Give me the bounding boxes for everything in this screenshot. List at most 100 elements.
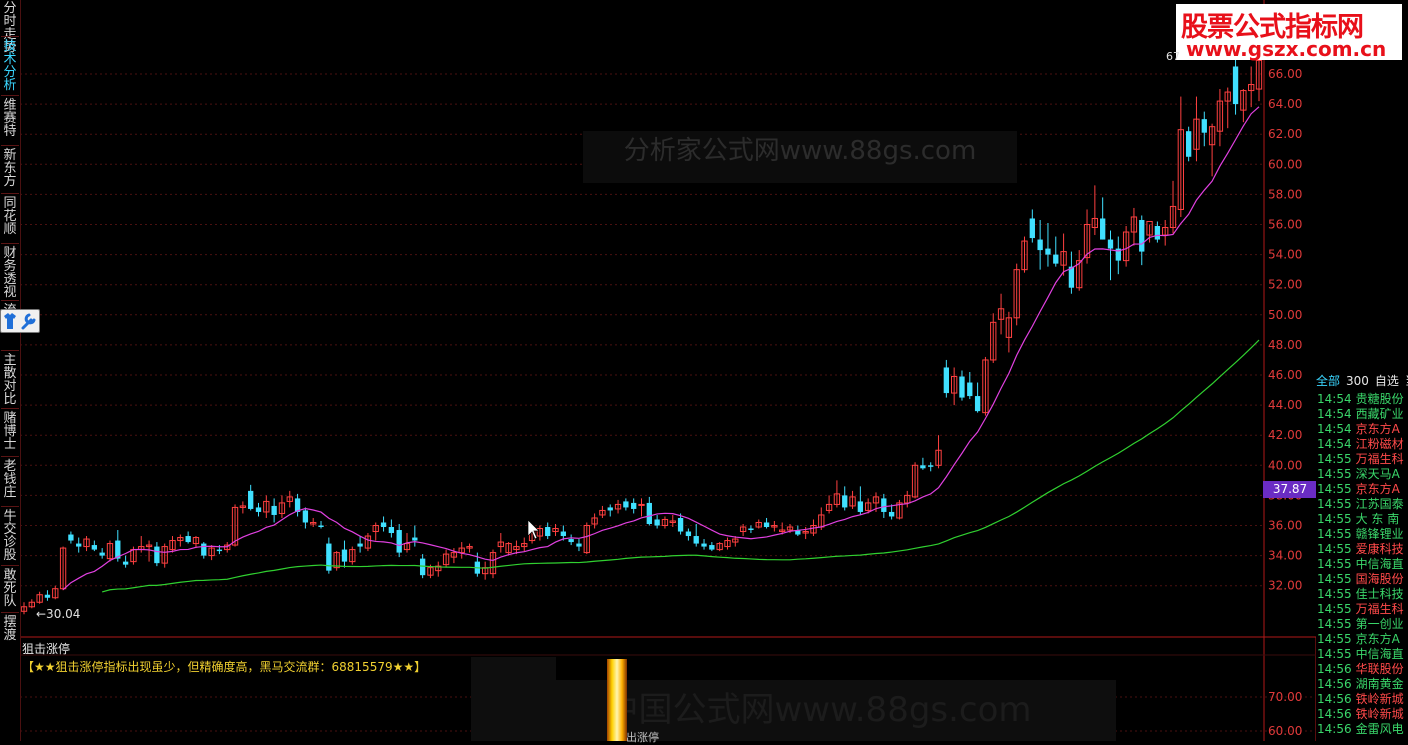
y-tick-label: 64.00 xyxy=(1268,97,1302,111)
candle-body xyxy=(786,526,794,531)
stock-row[interactable]: 14:54 西藏矿业 xyxy=(1317,407,1404,422)
candle-body xyxy=(709,545,715,550)
candle-body xyxy=(967,382,973,397)
left-tab-separator xyxy=(1,456,19,457)
candle-body xyxy=(364,535,372,549)
stock-row-name: 华联股份 xyxy=(1355,662,1404,676)
stock-row[interactable]: 14:55 赣锋锂业 xyxy=(1317,527,1404,542)
stock-tab-1[interactable]: 300 xyxy=(1346,374,1369,388)
candle-body xyxy=(1130,216,1138,233)
stock-row[interactable]: 14:54 贵糖股份 xyxy=(1317,392,1404,407)
left-tab-3[interactable]: 新东方 xyxy=(3,148,17,189)
left-tab-9[interactable]: 老钱庄 xyxy=(3,459,17,500)
stock-row[interactable]: 14:55 万福生科 xyxy=(1317,452,1404,467)
stock-row[interactable]: 14:55 中信海直 xyxy=(1317,647,1404,662)
stock-tab-2[interactable]: 自选 xyxy=(1374,374,1399,388)
stock-row[interactable]: 14:54 京东方A xyxy=(1317,422,1400,437)
stock-tab-0[interactable]: 全部 xyxy=(1316,374,1341,388)
stock-row[interactable]: 14:56 金雷风电 xyxy=(1317,722,1404,737)
candle-body xyxy=(1154,226,1161,240)
left-tab-2[interactable]: 维赛特 xyxy=(3,98,17,139)
wrench-icon[interactable] xyxy=(21,313,36,330)
stock-row[interactable]: 14:54 江粉磁材 xyxy=(1317,437,1404,452)
stock-row[interactable]: 14:55 第一创业 xyxy=(1317,617,1404,632)
candle-body xyxy=(607,507,613,511)
indicator-tick-label: 60.00 xyxy=(1268,724,1302,738)
stock-row-name: 贵糖股份 xyxy=(1355,392,1404,406)
candle-body xyxy=(521,543,528,548)
candle-body xyxy=(263,500,270,513)
candle-body xyxy=(661,518,669,526)
candle-body xyxy=(552,528,559,533)
indicator-signal-bar xyxy=(607,659,627,741)
candle-body xyxy=(959,376,965,398)
candle-body xyxy=(1224,91,1231,102)
left-tab-separator xyxy=(1,506,19,507)
current-price-tag: 37.87 xyxy=(1263,481,1317,498)
stock-row[interactable]: 14:55 深天马A xyxy=(1317,467,1400,482)
candle-body xyxy=(990,321,997,361)
stock-row[interactable]: 14:55 万福生科 xyxy=(1317,602,1404,617)
candle-body xyxy=(654,519,660,526)
candle-body xyxy=(286,496,293,502)
left-tab-4[interactable]: 同花顺 xyxy=(3,196,17,237)
stock-row[interactable]: 14:56 华联股份 xyxy=(1317,662,1404,677)
candle-body xyxy=(76,543,82,547)
candle-body xyxy=(396,530,402,553)
y-tick-label: 36.00 xyxy=(1268,519,1302,533)
stock-row[interactable]: 14:55 中信海直 xyxy=(1317,557,1404,572)
logo-title: 股票公式指标网 xyxy=(1181,12,1364,43)
stock-row[interactable]: 14:56 湖南黄金 xyxy=(1317,677,1404,692)
candle-body xyxy=(357,543,363,547)
left-tab-5[interactable]: 财务透视 xyxy=(3,246,17,300)
candle-body xyxy=(231,506,239,546)
candle-body xyxy=(52,588,59,599)
stock-row[interactable]: 14:55 江苏国泰 xyxy=(1317,497,1404,512)
candle-body xyxy=(372,525,379,533)
candle-body xyxy=(795,530,801,535)
stock-row-time: 14:55 xyxy=(1317,587,1352,601)
stock-ticker-tabs[interactable]: 全部 300 自选当 xyxy=(1316,372,1408,390)
indicator-tick-label: 70.00 xyxy=(1268,690,1302,704)
left-tab-0[interactable]: 分时走势 xyxy=(3,1,17,55)
stock-row[interactable]: 14:56 铁岭新城 xyxy=(1317,692,1404,707)
candle-body xyxy=(779,529,786,533)
candle-body xyxy=(248,490,254,509)
tool-icons[interactable] xyxy=(0,309,40,333)
candle-body xyxy=(380,522,387,528)
stock-row-name: 深天马A xyxy=(1355,467,1400,481)
stock-row-name: 湖南黄金 xyxy=(1355,677,1404,691)
stock-row[interactable]: 14:55 京东方A xyxy=(1317,632,1400,647)
candle-body xyxy=(920,465,926,469)
left-tab-12[interactable]: 摆渡 xyxy=(3,615,17,643)
left-tab-10[interactable]: 牛交诊股 xyxy=(3,509,17,563)
candle-body xyxy=(685,531,692,537)
y-tick-label: 40.00 xyxy=(1268,458,1302,472)
stock-row[interactable]: 14:55 国海股份 xyxy=(1317,572,1404,587)
left-tab-8[interactable]: 赌博士 xyxy=(3,411,17,452)
stock-row-time: 14:54 xyxy=(1317,422,1352,436)
candle-body xyxy=(435,565,442,572)
stock-row-time: 14:54 xyxy=(1317,407,1352,421)
indicator-title[interactable]: 狙击涨停 xyxy=(22,642,71,656)
site-logo: 股票公式指标网 www.gszx.com.cn xyxy=(1176,4,1402,61)
candle-body xyxy=(1029,218,1035,239)
stock-row[interactable]: 14:55 爱康科技 xyxy=(1317,542,1404,557)
candle-body xyxy=(1146,220,1153,236)
stock-tab-3[interactable]: 当 xyxy=(1405,374,1408,388)
stock-row[interactable]: 14:55 大 东 南 xyxy=(1317,512,1399,527)
candle-body xyxy=(201,543,207,556)
stock-row-time: 14:55 xyxy=(1317,617,1352,631)
left-tab-11[interactable]: 敢死队 xyxy=(3,568,17,609)
shirt-icon[interactable] xyxy=(4,313,16,329)
left-tab-1[interactable]: 技术分析 xyxy=(3,39,17,93)
stock-row-name: 金雷风电 xyxy=(1355,722,1404,736)
stock-row-time: 14:55 xyxy=(1317,557,1352,571)
stock-row[interactable]: 14:55 京东方A xyxy=(1317,482,1400,497)
stock-row[interactable]: 14:55 佳士科技 xyxy=(1317,587,1404,602)
left-tab-7[interactable]: 主散对比 xyxy=(3,353,17,407)
candle-body xyxy=(560,531,566,537)
stock-row[interactable]: 14:56 铁岭新城 xyxy=(1317,707,1404,722)
stock-row-time: 14:54 xyxy=(1317,392,1352,406)
